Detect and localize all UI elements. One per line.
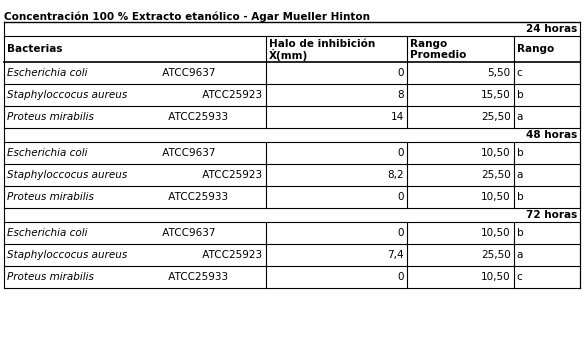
Text: Escherichia coli: Escherichia coli	[7, 228, 88, 238]
Text: 25,50: 25,50	[481, 170, 511, 180]
Text: Ẋ(mm): Ẋ(mm)	[269, 49, 308, 61]
Text: ATCC9637: ATCC9637	[159, 228, 215, 238]
Text: Proteus mirabilis: Proteus mirabilis	[7, 272, 94, 282]
Text: 0: 0	[398, 272, 404, 282]
Text: 72 horas: 72 horas	[526, 210, 577, 220]
Text: Proteus mirabilis: Proteus mirabilis	[7, 192, 94, 202]
Text: 8: 8	[398, 90, 404, 100]
Text: Promedio: Promedio	[410, 50, 467, 60]
Text: 25,50: 25,50	[481, 250, 511, 260]
Text: 0: 0	[398, 148, 404, 158]
Text: 0: 0	[398, 192, 404, 202]
Text: b: b	[517, 192, 523, 202]
Text: 10,50: 10,50	[481, 192, 511, 202]
Text: 5,50: 5,50	[488, 68, 511, 78]
Text: 15,50: 15,50	[481, 90, 511, 100]
Text: 7,4: 7,4	[388, 250, 404, 260]
Text: Bacterias: Bacterias	[7, 44, 62, 54]
Text: Staphyloccocus aureus: Staphyloccocus aureus	[7, 170, 127, 180]
Text: a: a	[517, 112, 523, 122]
Text: a: a	[517, 250, 523, 260]
Text: 14: 14	[391, 112, 404, 122]
Text: a: a	[517, 170, 523, 180]
Text: c: c	[517, 272, 523, 282]
Text: ATCC25923: ATCC25923	[199, 250, 262, 260]
Text: 10,50: 10,50	[481, 148, 511, 158]
Text: b: b	[517, 148, 523, 158]
Text: 10,50: 10,50	[481, 272, 511, 282]
Text: ATCC9637: ATCC9637	[159, 148, 215, 158]
Text: 25,50: 25,50	[481, 112, 511, 122]
Text: Escherichia coli: Escherichia coli	[7, 68, 88, 78]
Text: 10,50: 10,50	[481, 228, 511, 238]
Text: ATCC25923: ATCC25923	[199, 90, 262, 100]
Text: ATCC25933: ATCC25933	[165, 272, 228, 282]
Text: b: b	[517, 90, 523, 100]
Text: Staphyloccocus aureus: Staphyloccocus aureus	[7, 250, 127, 260]
Text: Staphyloccocus aureus: Staphyloccocus aureus	[7, 90, 127, 100]
Text: c: c	[517, 68, 523, 78]
Text: 0: 0	[398, 68, 404, 78]
Text: ATCC9637: ATCC9637	[159, 68, 215, 78]
Text: ATCC25933: ATCC25933	[165, 112, 228, 122]
Text: ATCC25933: ATCC25933	[165, 192, 228, 202]
Text: 8,2: 8,2	[388, 170, 404, 180]
Text: Concentración 100 % Extracto etanólico - Agar Mueller Hinton: Concentración 100 % Extracto etanólico -…	[4, 12, 370, 23]
Text: 0: 0	[398, 228, 404, 238]
Text: Escherichia coli: Escherichia coli	[7, 148, 88, 158]
Text: Rango: Rango	[517, 44, 554, 54]
Text: 24 horas: 24 horas	[526, 24, 577, 34]
Text: Proteus mirabilis: Proteus mirabilis	[7, 112, 94, 122]
Text: b: b	[517, 228, 523, 238]
Text: ATCC25923: ATCC25923	[199, 170, 262, 180]
Text: Rango: Rango	[410, 39, 447, 49]
Text: 48 horas: 48 horas	[526, 130, 577, 140]
Text: Halo de inhibición: Halo de inhibición	[269, 39, 376, 49]
